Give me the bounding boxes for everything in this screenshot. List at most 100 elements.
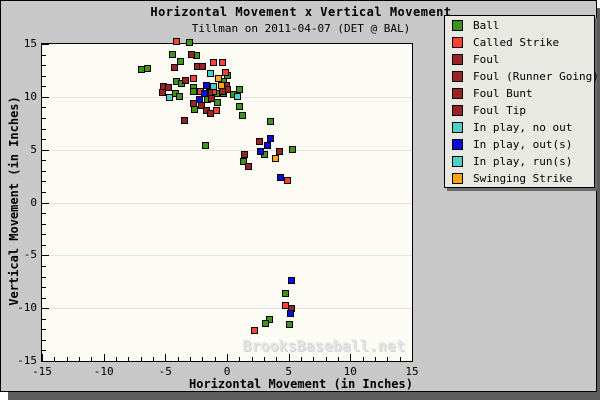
y-minor-tick bbox=[42, 118, 46, 119]
x-minor-tick bbox=[79, 357, 80, 361]
x-minor-tick bbox=[116, 357, 117, 361]
x-minor-tick bbox=[387, 357, 389, 361]
x-minor-tick bbox=[91, 357, 93, 361]
panel-drop-shadow-right bbox=[597, 8, 600, 392]
y-tick-label--5: -5 bbox=[23, 248, 37, 262]
y-minor-tick bbox=[42, 128, 46, 130]
data-point-called-strike bbox=[284, 177, 292, 185]
y-minor-tick bbox=[42, 318, 46, 320]
data-point-called-strike bbox=[221, 68, 229, 76]
y-tick-label-5: 5 bbox=[30, 142, 37, 156]
data-point-foul bbox=[241, 150, 249, 158]
y-tick-label-15: 15 bbox=[23, 37, 37, 50]
y-minor-tick bbox=[42, 234, 46, 236]
y-minor-tick bbox=[42, 350, 46, 352]
legend-item: In play, no out bbox=[445, 119, 594, 136]
x-minor-tick bbox=[202, 357, 204, 361]
x-minor-tick bbox=[54, 357, 56, 361]
y-minor-tick bbox=[42, 244, 46, 246]
legend-label: Foul bbox=[473, 53, 500, 66]
y-minor-tick bbox=[42, 181, 46, 183]
legend-label: Called Strike bbox=[473, 36, 560, 49]
x-minor-tick bbox=[313, 357, 315, 361]
legend-swatch-icon bbox=[452, 173, 463, 184]
legend-item: Foul Bunt bbox=[445, 85, 594, 102]
data-point-foul bbox=[189, 100, 197, 108]
y-minor-tick bbox=[42, 139, 46, 141]
data-point-in-play-out-s bbox=[286, 310, 294, 318]
legend-item: Foul bbox=[445, 51, 594, 68]
data-point-in-play-no-out bbox=[166, 93, 173, 101]
x-tick-label-5: 5 bbox=[285, 365, 292, 378]
y-major-tick bbox=[42, 361, 49, 362]
legend-box: Ball Called Strike Foul Foul (Runner Going)… bbox=[444, 15, 599, 188]
data-point-foul bbox=[158, 88, 166, 96]
data-point-ball bbox=[137, 66, 145, 74]
y-minor-tick bbox=[42, 75, 46, 77]
y-minor-tick bbox=[42, 170, 46, 172]
x-minor-tick bbox=[128, 357, 130, 361]
legend-item: Foul Tip bbox=[445, 102, 594, 119]
chart-title: Horizontal Movement x Vertical Movement bbox=[150, 5, 452, 19]
y-minor-tick bbox=[42, 160, 46, 162]
data-point-called-strike bbox=[212, 106, 220, 114]
x-minor-tick bbox=[251, 357, 253, 361]
x-minor-tick bbox=[214, 357, 216, 361]
data-point-ball bbox=[238, 111, 246, 119]
gridline-y--10 bbox=[42, 308, 412, 310]
x-tick-label--10: -10 bbox=[93, 365, 114, 378]
data-point-foul bbox=[182, 76, 190, 84]
x-axis-title: Horizontal Movement (in Inches) bbox=[189, 377, 413, 391]
x-major-tick bbox=[412, 354, 413, 361]
y-minor-tick bbox=[42, 86, 46, 88]
chart-canvas: Horizontal Movement x Vertical Movement … bbox=[0, 0, 599, 392]
x-minor-tick bbox=[140, 357, 142, 361]
x-major-tick bbox=[227, 354, 228, 361]
legend-label: Foul (Runner Going) bbox=[473, 70, 599, 83]
x-minor-tick bbox=[338, 357, 339, 361]
data-point-ball bbox=[201, 142, 209, 150]
legend-swatch-icon bbox=[452, 105, 463, 116]
data-point-in-play-run-s bbox=[210, 83, 218, 91]
legend-label: Foul Bunt bbox=[473, 87, 533, 100]
data-point-in-play-out-s bbox=[263, 142, 271, 150]
data-point-in-play-out-s bbox=[277, 174, 284, 182]
data-point-in-play-out-s bbox=[257, 147, 265, 155]
x-major-tick bbox=[350, 354, 352, 361]
data-point-foul bbox=[275, 147, 283, 155]
data-point-foul bbox=[164, 84, 172, 92]
x-minor-tick bbox=[276, 357, 278, 361]
x-minor-tick bbox=[325, 357, 327, 361]
data-point-foul bbox=[208, 94, 215, 102]
data-point-in-play-out-s bbox=[200, 89, 208, 97]
gridline-y-0 bbox=[42, 202, 412, 204]
legend-item: In play, run(s) bbox=[445, 153, 594, 170]
data-point-foul bbox=[245, 162, 252, 170]
y-minor-tick bbox=[42, 223, 46, 225]
legend-swatch-icon bbox=[452, 71, 463, 82]
data-point-called-strike bbox=[173, 37, 181, 45]
y-minor-tick bbox=[42, 213, 46, 215]
data-point-ball bbox=[143, 65, 151, 73]
y-minor-tick bbox=[42, 287, 46, 288]
data-point-swinging-strike bbox=[215, 74, 223, 82]
x-major-tick bbox=[288, 354, 290, 361]
data-point-ball bbox=[285, 321, 293, 328]
data-point-in-play-out-s bbox=[267, 135, 275, 142]
data-point-foul bbox=[256, 138, 264, 146]
y-major-tick bbox=[42, 255, 49, 257]
data-point-ball bbox=[175, 92, 183, 100]
y-minor-tick bbox=[42, 191, 46, 193]
legend-item: Called Strike bbox=[445, 34, 594, 51]
legend-swatch-icon bbox=[452, 37, 463, 48]
legend-item: Ball bbox=[445, 17, 594, 34]
legend-swatch-icon bbox=[452, 156, 463, 167]
x-minor-tick bbox=[66, 357, 68, 361]
data-point-in-play-out-s bbox=[203, 82, 210, 90]
data-point-called-strike bbox=[219, 59, 227, 66]
y-major-tick bbox=[42, 202, 49, 204]
x-major-tick bbox=[42, 354, 43, 361]
legend-label: In play, no out bbox=[473, 121, 573, 134]
panel-drop-shadow-bottom bbox=[8, 392, 600, 400]
legend-item: Swinging Strike bbox=[445, 170, 594, 187]
